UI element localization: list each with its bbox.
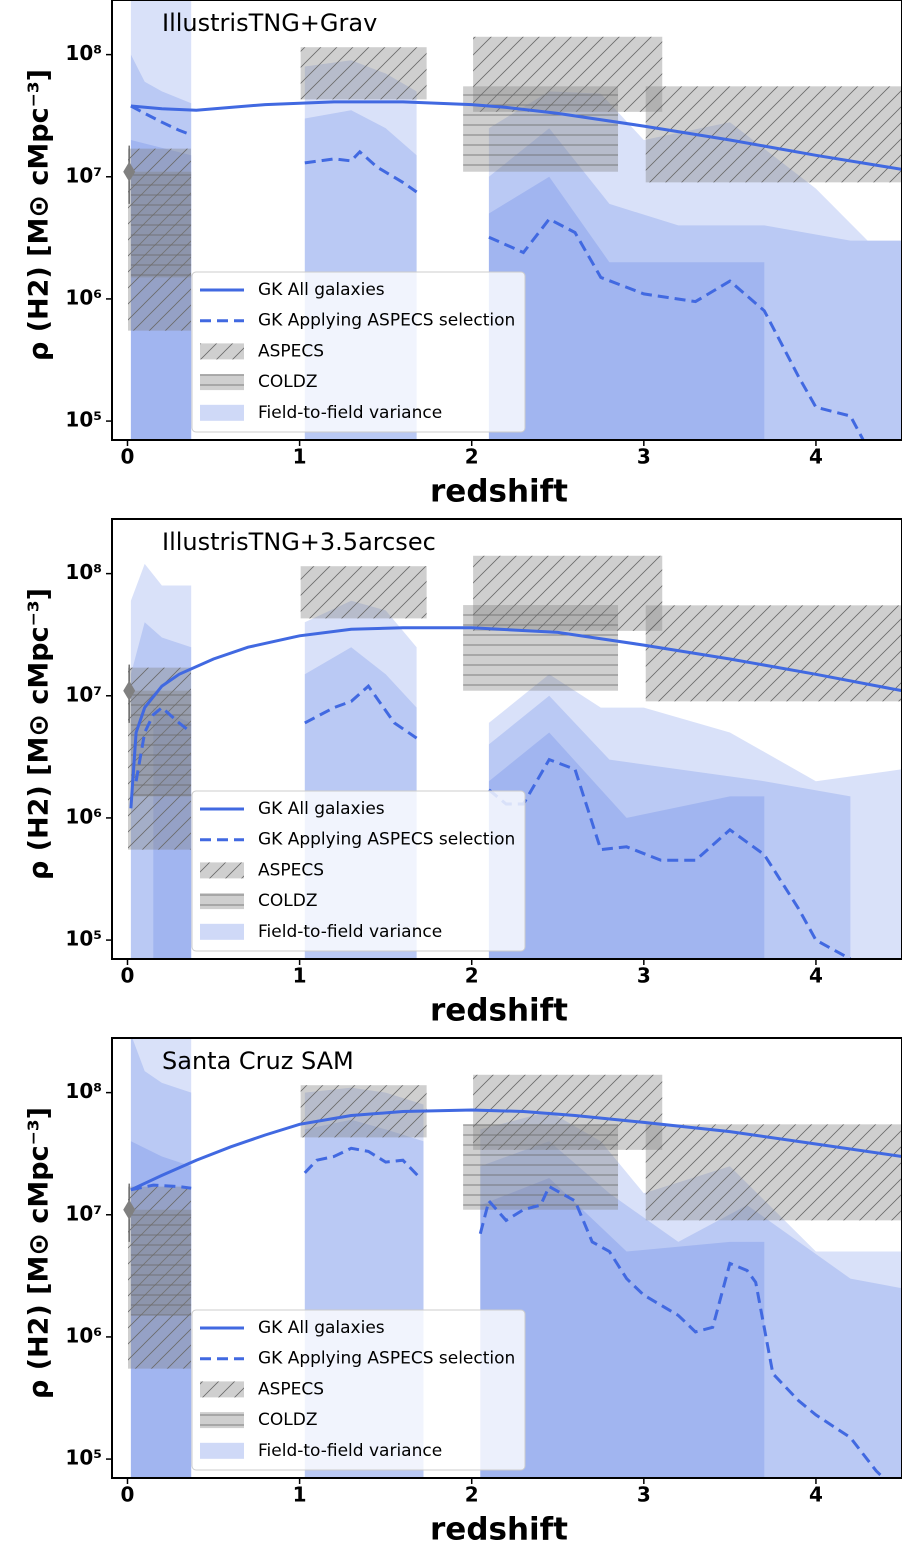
x-tick-label: 2 <box>465 964 479 988</box>
y-tick-label: 10⁵ <box>65 927 102 951</box>
coldz-box <box>130 171 192 278</box>
x-tick-label: 2 <box>465 445 479 469</box>
y-axis-label: ρ (H2) [M⊙ cMpc⁻³] <box>24 1107 55 1399</box>
legend-label: GK All galaxies <box>258 1318 385 1338</box>
legend-swatch <box>200 1381 244 1398</box>
x-axis-label: redshift <box>430 1512 568 1548</box>
y-tick-label: 10⁶ <box>65 1323 102 1347</box>
coldz-box <box>130 690 192 797</box>
axes-frame <box>111 518 902 960</box>
y-tick-label: 10⁵ <box>65 408 102 432</box>
variance-band <box>488 674 902 959</box>
x-tick-label: 1 <box>293 964 307 988</box>
variance-band <box>488 176 765 440</box>
aspecs-box <box>645 86 902 183</box>
aspecs-box <box>300 47 427 100</box>
y-tick-label: 10⁷ <box>65 682 102 706</box>
x-tick-label: 3 <box>637 1483 651 1507</box>
variance-band <box>488 695 851 959</box>
legend-label: ASPECS <box>258 1379 324 1399</box>
legend-swatch <box>200 862 244 879</box>
plot-area <box>123 0 902 440</box>
legend-label: GK All galaxies <box>258 799 385 819</box>
y-tick-label: 10⁵ <box>65 1446 102 1470</box>
legend-label: Field-to-field variance <box>258 403 442 423</box>
aspecs-box <box>645 605 902 702</box>
y-axis-label: ρ (H2) [M⊙ cMpc⁻³] <box>24 69 55 361</box>
legend-label: Field-to-field variance <box>258 922 442 942</box>
axes-frame <box>111 1037 902 1479</box>
legend-box <box>191 1309 526 1471</box>
legend-box <box>191 271 526 433</box>
panel: 0 1 2 3 4 10⁵ 10⁶ 10⁷ 10⁸ redshift ρ (H2) [M⊙ cMpc… <box>24 518 902 1029</box>
y-tick-label: 10⁸ <box>65 560 102 584</box>
coldz-box <box>463 605 619 691</box>
y-tick-label: 10⁸ <box>65 41 102 65</box>
legend-label: ASPECS <box>258 860 324 880</box>
legend-swatch <box>200 1442 244 1459</box>
x-tick-label: 4 <box>809 964 823 988</box>
coldz-box <box>463 86 619 172</box>
variance-band <box>488 128 902 440</box>
variance-band <box>480 1178 765 1478</box>
reference-point <box>123 1199 136 1220</box>
legend-box <box>191 790 526 952</box>
series-line <box>134 683 852 959</box>
legend-label: ASPECS <box>258 341 324 361</box>
series-line <box>130 1108 902 1192</box>
legend-label: Field-to-field variance <box>258 1441 442 1461</box>
y-tick-label: 10⁶ <box>65 285 102 309</box>
x-tick-label: 2 <box>465 1483 479 1507</box>
x-axis-label: redshift <box>430 993 568 1029</box>
x-tick-label: 1 <box>293 1483 307 1507</box>
panel-title: Santa Cruz SAM <box>162 1047 354 1075</box>
legend-label: GK All galaxies <box>258 280 385 300</box>
legend-swatch <box>200 343 244 360</box>
y-tick-label: 10⁷ <box>65 1201 102 1225</box>
legend-swatch <box>200 1412 244 1429</box>
plot-area <box>123 555 902 959</box>
legend-label: COLDZ <box>258 891 317 911</box>
x-tick-label: 4 <box>809 445 823 469</box>
coldz-box <box>130 1209 192 1316</box>
panel: 0 1 2 3 4 10⁵ 10⁶ 10⁷ 10⁸ redshift ρ (H2) [M⊙ cMpc… <box>24 1037 902 1548</box>
y-axis-label: ρ (H2) [M⊙ cMpc⁻³] <box>24 588 55 880</box>
y-tick-label: 10⁸ <box>65 1079 102 1103</box>
x-tick-label: 3 <box>637 445 651 469</box>
series-line <box>129 626 902 809</box>
legend-swatch <box>200 893 244 910</box>
aspecs-box <box>645 1124 902 1221</box>
x-tick-label: 0 <box>121 964 135 988</box>
legend-label: GK Applying ASPECS selection <box>258 830 515 850</box>
x-tick-label: 4 <box>809 1483 823 1507</box>
legend-swatch <box>200 923 244 940</box>
reference-point <box>123 161 136 182</box>
x-tick-label: 0 <box>121 1483 135 1507</box>
reference-point <box>123 680 136 701</box>
coldz-box <box>463 1124 619 1210</box>
legend-swatch <box>200 374 244 391</box>
series-line <box>130 100 902 171</box>
legend-swatch <box>200 404 244 421</box>
panel-title: IllustrisTNG+3.5arcsec <box>162 528 436 556</box>
legend-label: COLDZ <box>258 372 317 392</box>
panel: 0 1 2 3 4 10⁵ 10⁶ 10⁷ 10⁸ redshift ρ (H2) [M⊙ cMpc… <box>24 0 902 510</box>
x-axis-label: redshift <box>430 474 568 510</box>
axes-frame <box>111 0 902 441</box>
aspecs-box <box>300 566 427 619</box>
legend-label: COLDZ <box>258 1410 317 1430</box>
series-line <box>130 104 865 440</box>
legend-label: GK Applying ASPECS selection <box>258 1349 515 1369</box>
x-tick-label: 1 <box>293 445 307 469</box>
plot-area <box>123 1038 902 1478</box>
y-tick-label: 10⁶ <box>65 804 102 828</box>
panel-title: IllustrisTNG+Grav <box>162 9 377 37</box>
y-tick-label: 10⁷ <box>65 163 102 187</box>
series-line <box>130 1146 886 1478</box>
legend-label: GK Applying ASPECS selection <box>258 311 515 331</box>
x-tick-label: 0 <box>121 445 135 469</box>
x-tick-label: 3 <box>637 964 651 988</box>
